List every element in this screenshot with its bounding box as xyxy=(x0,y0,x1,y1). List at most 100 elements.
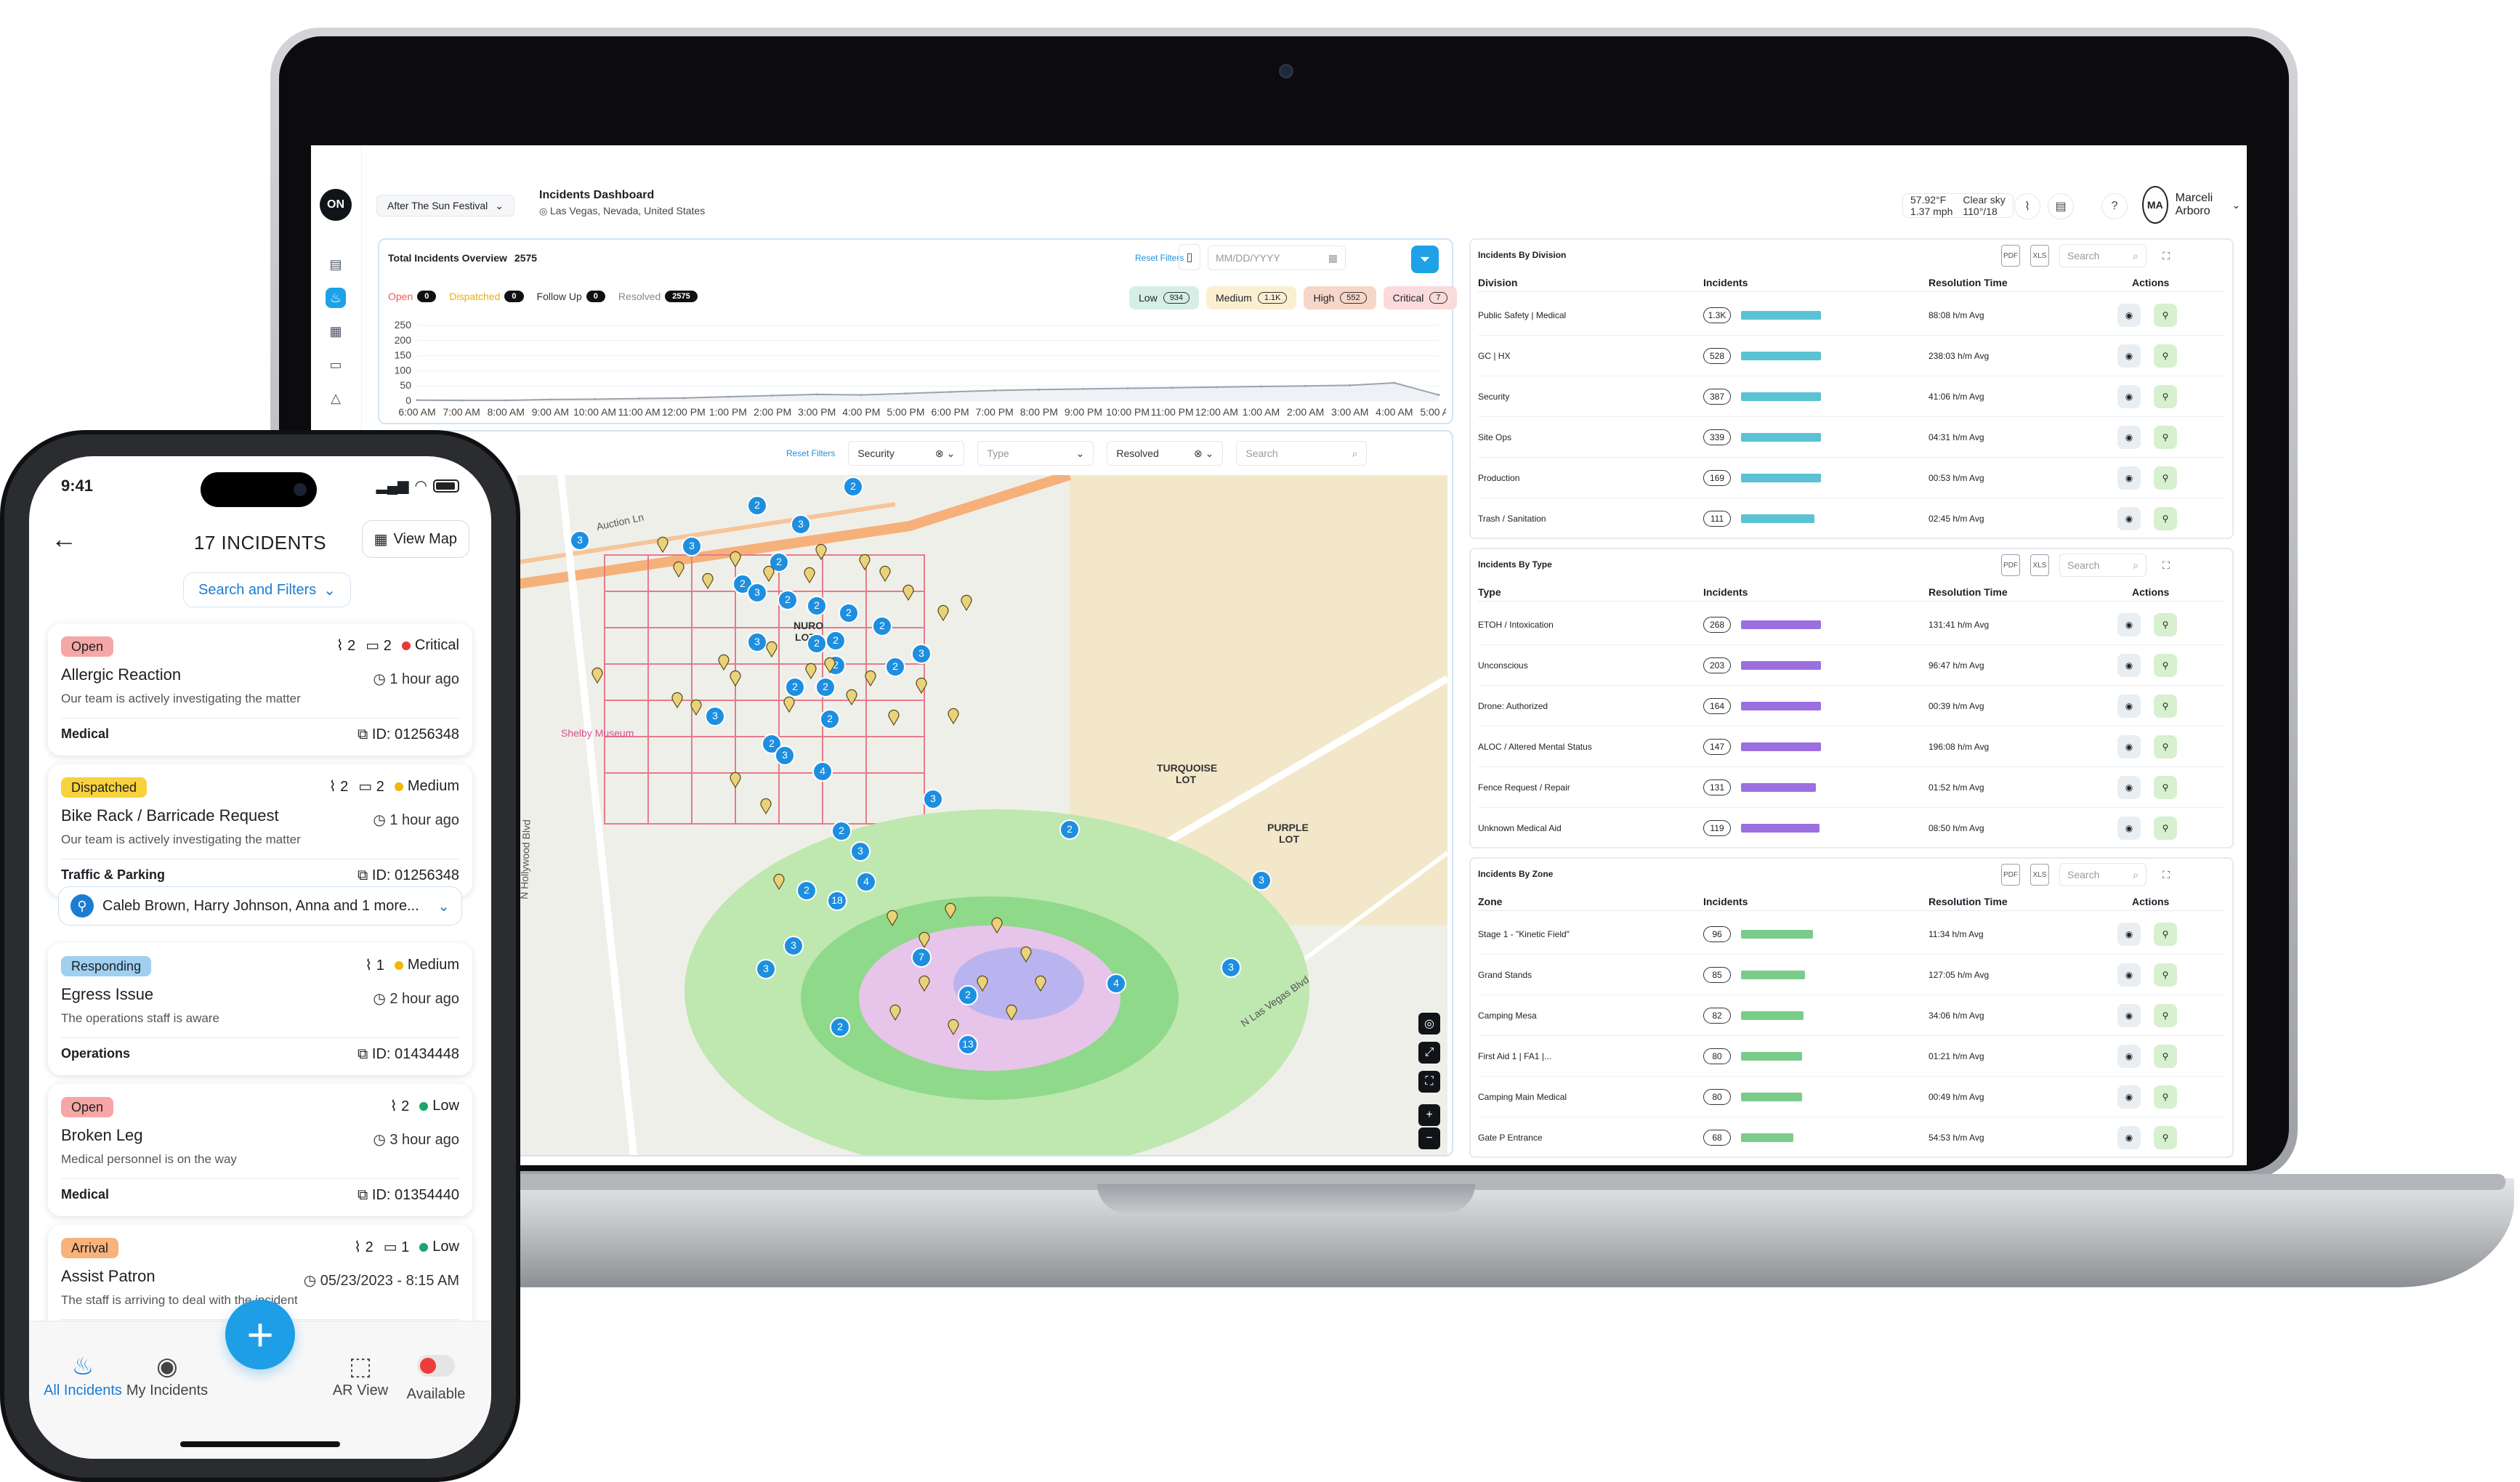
expand-icon[interactable]: ⛶ xyxy=(2162,249,2170,262)
panel-search-input[interactable]: Search ⌕ xyxy=(2059,244,2147,267)
incident-pin[interactable] xyxy=(879,565,891,583)
cluster-marker[interactable] xyxy=(831,821,852,841)
export-pdf-icon[interactable]: ▯ xyxy=(1179,244,1200,270)
expand-icon[interactable]: ⛶ xyxy=(2162,868,2170,880)
cluster-marker[interactable] xyxy=(807,596,827,616)
map-pin-icon[interactable]: ⚲ xyxy=(2154,384,2177,408)
tab-all-incidents[interactable]: ♨ All Incidents xyxy=(39,1351,126,1399)
map-pin-icon[interactable]: ⚲ xyxy=(2154,653,2177,677)
cluster-marker[interactable] xyxy=(778,590,798,610)
incident-pin[interactable] xyxy=(591,667,603,684)
incident-pin[interactable] xyxy=(730,551,741,568)
map-pin-icon[interactable]: ⚲ xyxy=(2154,344,2177,368)
incident-pin[interactable] xyxy=(760,798,772,815)
cluster-marker[interactable] xyxy=(769,552,789,572)
incident-pin[interactable] xyxy=(804,567,815,584)
map-pin-icon[interactable]: ⚲ xyxy=(2154,775,2177,799)
cluster-marker[interactable] xyxy=(830,1017,850,1037)
incident-pin[interactable] xyxy=(766,641,778,658)
cluster-marker[interactable] xyxy=(775,745,795,766)
locate-icon[interactable]: ◎ xyxy=(1418,1013,1440,1034)
incident-pin[interactable] xyxy=(718,654,730,671)
cluster-marker[interactable] xyxy=(1106,973,1126,994)
severity-chip[interactable]: Medium 1.1K xyxy=(1206,286,1297,309)
incident-pin[interactable] xyxy=(763,565,775,583)
cluster-marker[interactable] xyxy=(783,936,804,956)
incident-pin[interactable] xyxy=(948,708,959,725)
eye-icon[interactable]: ◉ xyxy=(2117,816,2141,840)
incident-pin[interactable] xyxy=(846,689,857,706)
cluster-marker[interactable] xyxy=(812,761,833,782)
cluster-marker[interactable] xyxy=(1059,819,1080,840)
eye-icon[interactable]: ◉ xyxy=(2117,1044,2141,1068)
incident-pin[interactable] xyxy=(977,975,988,992)
eye-icon[interactable]: ◉ xyxy=(2117,775,2141,799)
incident-pin[interactable] xyxy=(887,910,898,927)
user-menu[interactable]: MA Marceli Arboro ⌄ xyxy=(2142,185,2247,225)
incident-pin[interactable] xyxy=(824,657,836,674)
id-card-icon[interactable]: ▤ xyxy=(329,256,342,272)
incident-pin[interactable] xyxy=(865,670,876,687)
map-icon[interactable]: ▦ xyxy=(329,323,342,339)
incident-pin[interactable] xyxy=(859,554,871,571)
incident-pin[interactable] xyxy=(730,772,741,789)
incident-pin[interactable] xyxy=(918,975,930,992)
panel-search-input[interactable]: Search ⌕ xyxy=(2059,863,2147,886)
map-pin-icon[interactable]: ⚲ xyxy=(2154,1044,2177,1068)
export-pdf-icon[interactable]: PDF xyxy=(2001,245,2020,267)
map-pin-icon[interactable]: ⚲ xyxy=(2154,303,2177,327)
panel-search-input[interactable]: Search ⌕ xyxy=(2059,554,2147,577)
eye-icon[interactable]: ◉ xyxy=(2117,425,2141,449)
incident-pin[interactable] xyxy=(902,584,914,602)
copy-icon[interactable]: ⧉ xyxy=(358,1187,372,1203)
severity-chip[interactable]: Critical 7 xyxy=(1383,286,1457,309)
eye-icon[interactable]: ◉ xyxy=(2117,612,2141,636)
cluster-marker[interactable] xyxy=(796,880,817,901)
incident-pin[interactable] xyxy=(1006,1004,1017,1021)
eye-icon[interactable]: ◉ xyxy=(2117,1085,2141,1109)
eye-icon[interactable]: ◉ xyxy=(2117,922,2141,946)
incident-pin[interactable] xyxy=(1035,975,1046,992)
incident-pin[interactable] xyxy=(690,699,702,716)
notes-icon[interactable]: ▤ xyxy=(2048,193,2074,219)
eye-icon[interactable]: ◉ xyxy=(2117,653,2141,677)
cluster-marker[interactable] xyxy=(885,657,905,677)
cluster-marker[interactable] xyxy=(820,709,840,729)
cluster-marker[interactable] xyxy=(872,616,892,636)
incident-pin[interactable] xyxy=(805,663,817,680)
cluster-marker[interactable] xyxy=(1251,870,1272,891)
cluster-marker[interactable] xyxy=(958,985,978,1005)
eye-icon[interactable]: ◉ xyxy=(2117,1003,2141,1027)
incident-pin[interactable] xyxy=(889,1004,901,1021)
incident-pin[interactable] xyxy=(991,917,1003,934)
incident-pin[interactable] xyxy=(773,873,785,891)
eye-icon[interactable]: ◉ xyxy=(2117,963,2141,987)
map-search-input[interactable]: Search ⌕ xyxy=(1236,441,1368,466)
severity-chip[interactable]: High 552 xyxy=(1304,286,1376,309)
map-pin-icon[interactable]: ⚲ xyxy=(2154,922,2177,946)
cluster-marker[interactable] xyxy=(827,891,847,911)
document-icon[interactable]: ▭ xyxy=(329,357,342,372)
map-pin-icon[interactable]: ⚲ xyxy=(2154,694,2177,718)
copy-icon[interactable]: ⧉ xyxy=(358,1046,372,1062)
eye-icon[interactable]: ◉ xyxy=(2117,694,2141,718)
incident-pin[interactable] xyxy=(783,696,795,713)
export-xls-icon[interactable]: XLS xyxy=(2030,554,2049,576)
cluster-marker[interactable] xyxy=(705,706,725,726)
incident-card[interactable]: Open ⌇ 2 Low Broken Leg ◷ 3 hour ago Medical … xyxy=(48,1084,472,1216)
fire-icon[interactable]: ♨ xyxy=(326,288,346,308)
map-canvas[interactable]: NURO LOT TURQUOISE LOT PURPLE LOT N Holl… xyxy=(517,475,1447,1155)
eye-icon[interactable]: ◉ xyxy=(2117,384,2141,408)
alert-icon[interactable]: △ xyxy=(331,390,341,405)
eye-icon[interactable]: ◉ xyxy=(2117,344,2141,368)
type-filter[interactable]: Type ⌄ xyxy=(977,441,1094,466)
attachment-icon[interactable]: ⌇ xyxy=(2014,193,2040,219)
map-reset-filters[interactable]: Reset Filters xyxy=(786,448,836,458)
copy-icon[interactable]: ⧉ xyxy=(358,867,372,883)
map-pin-icon[interactable]: ⚲ xyxy=(2154,506,2177,530)
export-xls-icon[interactable]: XLS xyxy=(2030,245,2049,267)
cluster-marker[interactable] xyxy=(815,677,836,697)
incident-pin[interactable] xyxy=(888,709,900,726)
cluster-marker[interactable] xyxy=(958,1034,978,1055)
cluster-marker[interactable] xyxy=(911,644,932,664)
